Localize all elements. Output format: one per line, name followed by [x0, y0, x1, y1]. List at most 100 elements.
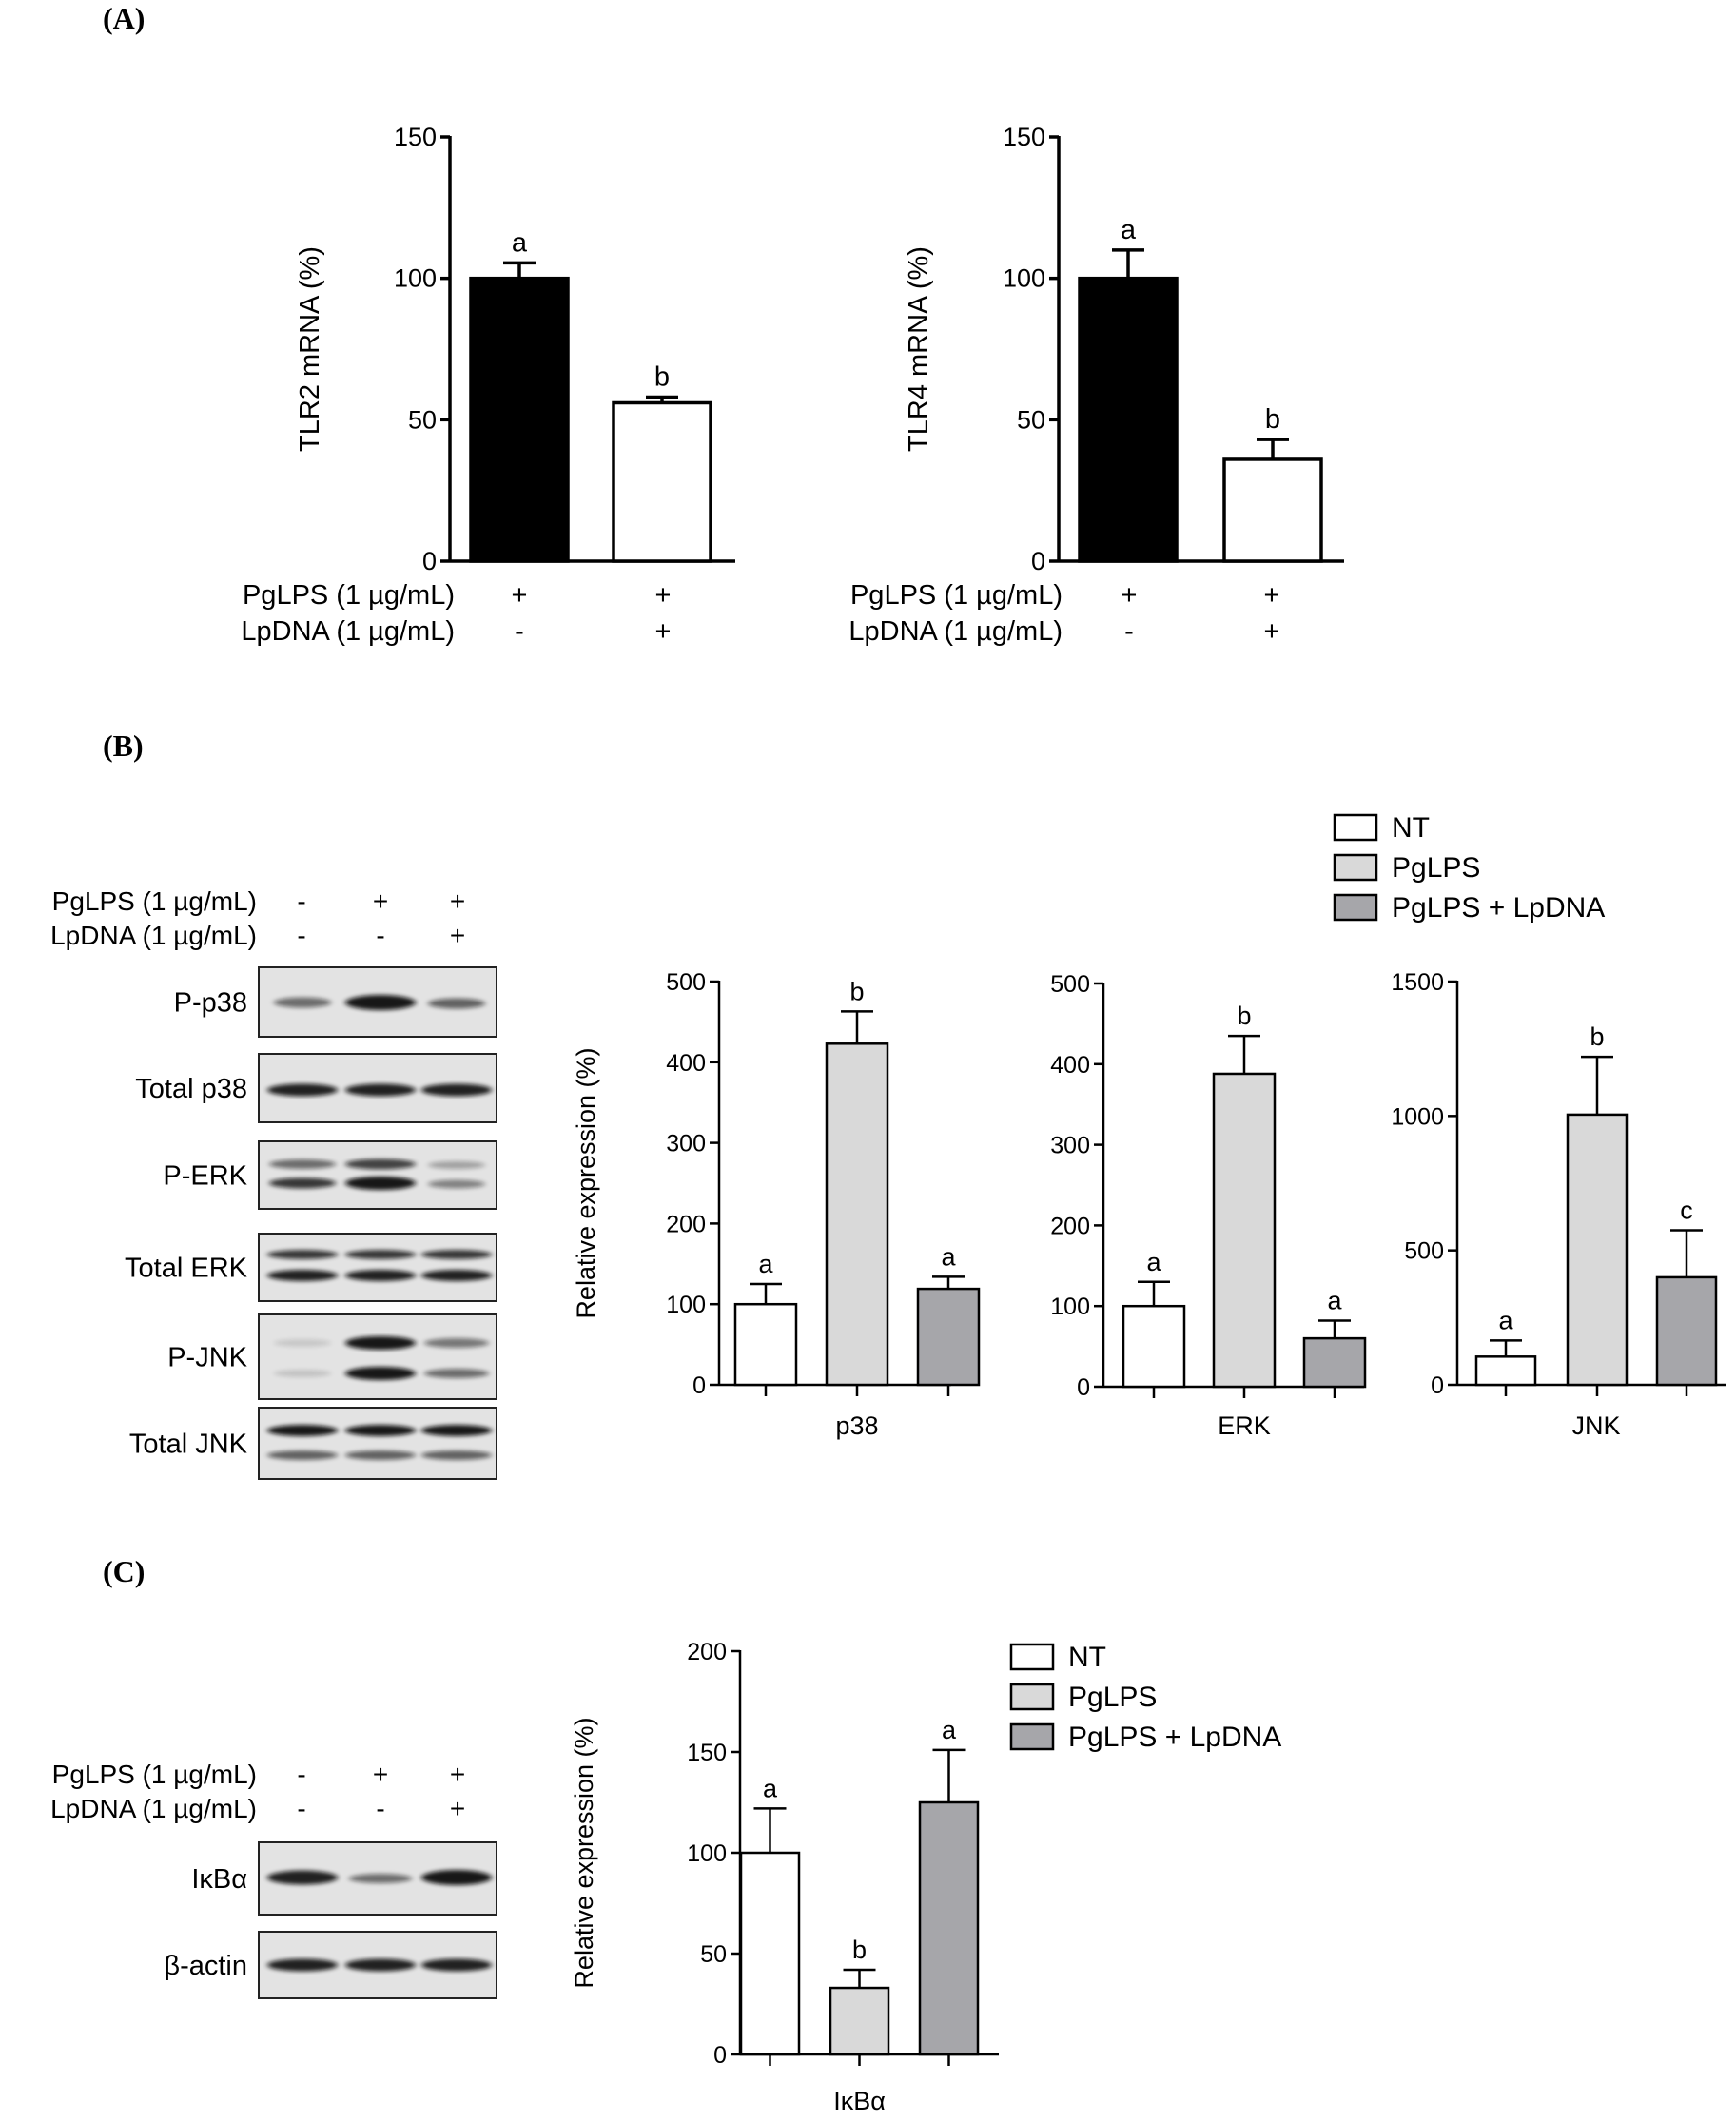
western-blot-b: P-p38 Total p38 P-ERK Total ERK P-JNK Total J…	[125, 966, 497, 1480]
blot-band	[421, 1250, 492, 1259]
blot-band	[345, 1250, 416, 1259]
y-tick-label: 400	[1050, 1052, 1090, 1079]
significance-letter: a	[941, 1242, 956, 1271]
significance-letter: a	[1498, 1306, 1513, 1334]
significance-letter: b	[1265, 404, 1280, 435]
treatment-sign: +	[450, 1760, 465, 1789]
blot-band	[428, 1179, 485, 1189]
y-tick-label: 300	[1050, 1133, 1090, 1159]
chart-p38-expression: 0 100 200 300 400 500 Relative expression (%) a…	[572, 969, 981, 1440]
y-tick-label: 150	[1003, 123, 1045, 151]
blot-band	[345, 1270, 416, 1281]
chart-ikba-expression: 0 50 100 150 200 Relative expression (%) a b a Iκ…	[570, 1639, 999, 2115]
x-axis-label: JNK	[1571, 1411, 1620, 1440]
bar	[1212, 1072, 1277, 1389]
y-tick-label: 50	[1017, 405, 1045, 434]
blot-band	[274, 997, 331, 1008]
panel-label-b: (B)	[103, 729, 144, 763]
legend-label: PgLPS	[1392, 852, 1480, 884]
y-tick-label: 0	[692, 1372, 706, 1399]
y-axis-label: TLR2 mRNA (%)	[295, 246, 325, 452]
blot-strip: Total JNK	[129, 1407, 497, 1480]
bar	[739, 1851, 801, 2056]
chart-tlr2-mrna: 0 50 100 150 TLR2 mRNA (%) a b	[295, 123, 735, 575]
bar	[1222, 457, 1323, 563]
significance-letter: a	[758, 1250, 773, 1278]
y-tick-label: 200	[666, 1211, 706, 1237]
blot-label: P-p38	[174, 988, 247, 1019]
blot-band	[345, 1336, 416, 1350]
blot-band	[274, 1339, 331, 1347]
bar	[469, 276, 570, 563]
y-tick-label: 0	[1431, 1372, 1444, 1399]
y-tick-label: 0	[1031, 547, 1045, 575]
blot-strip: P-ERK	[163, 1140, 497, 1210]
x-axis-label: ERK	[1218, 1411, 1271, 1440]
blot-band	[345, 1450, 416, 1460]
blot-strip: P-p38	[174, 966, 497, 1038]
blot-band	[428, 998, 485, 1009]
y-tick-label: 0	[422, 547, 437, 575]
treatment-sign: +	[655, 616, 672, 647]
panel-label-c: (C)	[103, 1554, 145, 1588]
chart-jnk-expression: 0 500 1000 1500 a b c JNK	[1391, 969, 1726, 1440]
y-tick-label: 500	[1050, 971, 1090, 998]
significance-letter: a	[1121, 215, 1137, 245]
y-tick-label: 200	[1050, 1213, 1090, 1239]
treatment-sign: -	[376, 921, 384, 950]
treatment-label-lpdna: LpDNA (1 µg/mL)	[241, 616, 455, 647]
blot-band	[421, 1270, 492, 1281]
treatment-label-pglps: PgLPS (1 µg/mL)	[52, 1760, 257, 1789]
blot-label: Total p38	[135, 1074, 247, 1104]
blot-label: P-JNK	[167, 1343, 247, 1373]
blot-band	[421, 1450, 492, 1460]
treatment-label-pglps: PgLPS (1 µg/mL)	[52, 886, 257, 916]
blot-band	[345, 1425, 416, 1436]
y-tick-label: 100	[1003, 264, 1045, 293]
treatment-sign: +	[512, 580, 528, 611]
significance-letter: c	[1680, 1196, 1693, 1224]
treatment-sign: +	[1122, 580, 1138, 611]
significance-letter: a	[1146, 1248, 1161, 1276]
y-tick-label: 500	[1404, 1238, 1444, 1265]
y-tick-label: 0	[1077, 1374, 1090, 1401]
blot-band	[421, 1870, 492, 1885]
significance-letter: b	[1590, 1022, 1604, 1051]
x-axis-label: p38	[835, 1411, 878, 1440]
blot-band	[267, 1425, 338, 1436]
treatment-label-lpdna: LpDNA (1 µg/mL)	[50, 921, 257, 950]
y-tick-label: 0	[713, 2042, 727, 2069]
treatment-sign: -	[376, 1794, 384, 1823]
blot-band	[421, 1958, 492, 1972]
blot-label: IκBα	[191, 1864, 247, 1895]
bar	[1302, 1336, 1367, 1389]
y-axis-label: Relative expression (%)	[570, 1717, 598, 1988]
significance-letter: b	[849, 977, 864, 1005]
treatment-sign: +	[450, 921, 465, 950]
legend-c: NT PgLPS PgLPS + LpDNA	[1009, 1642, 1281, 1753]
blot-membrane	[258, 1407, 497, 1480]
blot-band	[345, 1177, 416, 1190]
treatment-sign: +	[1264, 580, 1280, 611]
y-tick-label: 150	[687, 1740, 727, 1766]
y-tick-label: 100	[394, 264, 437, 293]
significance-letter: a	[1327, 1286, 1342, 1314]
treatment-sign: -	[297, 886, 305, 916]
y-tick-label: 300	[666, 1131, 706, 1158]
treatment-label-lpdna: LpDNA (1 µg/mL)	[50, 1794, 257, 1823]
blot-strip: Total ERK	[125, 1233, 497, 1302]
bar	[825, 1042, 889, 1387]
blot-band	[424, 1369, 489, 1378]
legend-label: NT	[1068, 1642, 1106, 1673]
blot-band	[345, 1158, 416, 1170]
blot-strip: IκBα	[191, 1841, 497, 1916]
y-tick-label: 1000	[1391, 1103, 1444, 1130]
bar	[918, 1800, 980, 2056]
bar	[916, 1287, 981, 1387]
blot-label: Total ERK	[125, 1254, 248, 1284]
y-tick-label: 150	[394, 123, 437, 151]
bar	[612, 400, 712, 563]
western-blot-c: IκBα β-actin	[164, 1841, 497, 1999]
treatment-label-lpdna: LpDNA (1 µg/mL)	[848, 616, 1063, 647]
significance-letter: b	[852, 1936, 867, 1964]
